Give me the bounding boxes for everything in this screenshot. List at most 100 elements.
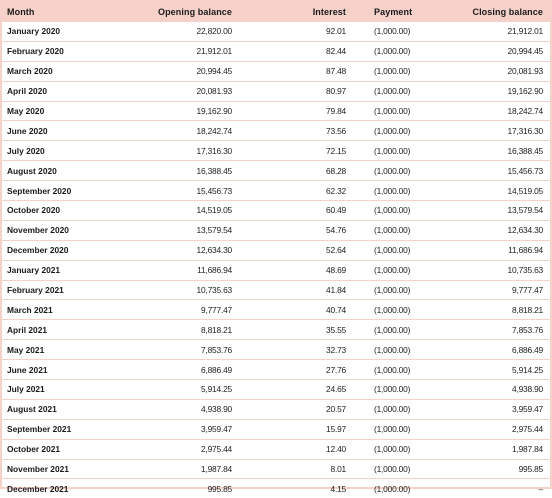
header-month: Month bbox=[2, 2, 114, 22]
cell-opening-balance: 16,388.45 bbox=[114, 160, 238, 182]
table-row: August 2021 4,938.90 20.57 (1,000.00) 3,959.… bbox=[2, 399, 550, 420]
cell-payment: (1,000.00) bbox=[352, 200, 444, 221]
cell-payment: (1,000.00) bbox=[352, 339, 444, 361]
cell-interest: 62.32 bbox=[238, 180, 352, 202]
cell-closing-balance: 12,634.30 bbox=[444, 220, 550, 241]
cell-closing-balance: 6,886.49 bbox=[444, 339, 550, 361]
cell-payment: (1,000.00) bbox=[352, 419, 444, 440]
cell-payment: (1,000.00) bbox=[352, 180, 444, 202]
table-row: April 2021 8,818.21 35.55 (1,000.00) 7,853.7… bbox=[2, 319, 550, 341]
header-opening-balance: Opening balance bbox=[114, 2, 238, 22]
cell-payment: (1,000.00) bbox=[352, 120, 444, 142]
table-row: October 2021 2,975.44 12.40 (1,000.00) 1,987… bbox=[2, 439, 550, 460]
header-interest: Interest bbox=[238, 2, 352, 22]
header-closing-balance: Closing balance bbox=[444, 2, 550, 22]
table-body: January 2020 22,820.00 92.01 (1,000.00) 21,9… bbox=[2, 22, 550, 498]
cell-month: June 2020 bbox=[2, 120, 114, 142]
cell-payment: (1,000.00) bbox=[352, 399, 444, 420]
cell-interest: 24.65 bbox=[238, 379, 352, 400]
table-row: April 2020 20,081.93 80.97 (1,000.00) 19,162… bbox=[2, 81, 550, 102]
cell-payment: (1,000.00) bbox=[352, 220, 444, 241]
table-row: September 2020 15,456.73 62.32 (1,000.00) 14… bbox=[2, 180, 550, 202]
cell-interest: 52.64 bbox=[238, 240, 352, 261]
cell-closing-balance: 3,959.47 bbox=[444, 399, 550, 420]
cell-month: January 2021 bbox=[2, 260, 114, 281]
table-row: October 2020 14,519.05 60.49 (1,000.00) 13,5… bbox=[2, 200, 550, 221]
cell-opening-balance: 21,912.01 bbox=[114, 41, 238, 62]
table-row: June 2021 6,886.49 27.76 (1,000.00) 5,914.25 bbox=[2, 359, 550, 381]
table-row: June 2020 18,242.74 73.56 (1,000.00) 17,316.… bbox=[2, 120, 550, 142]
cell-month: August 2021 bbox=[2, 399, 114, 420]
cell-payment: (1,000.00) bbox=[352, 61, 444, 82]
cell-closing-balance: 1,987.84 bbox=[444, 439, 550, 460]
cell-interest: 54.76 bbox=[238, 220, 352, 241]
cell-interest: 15.97 bbox=[238, 419, 352, 440]
cell-payment: (1,000.00) bbox=[352, 81, 444, 102]
cell-month: August 2020 bbox=[2, 160, 114, 182]
table-row: September 2021 3,959.47 15.97 (1,000.00) 2,9… bbox=[2, 419, 550, 440]
cell-payment: (1,000.00) bbox=[352, 260, 444, 281]
cell-opening-balance: 7,853.76 bbox=[114, 339, 238, 361]
cell-opening-balance: 8,818.21 bbox=[114, 319, 238, 341]
cell-interest: 92.01 bbox=[238, 22, 352, 42]
cell-closing-balance: 5,914.25 bbox=[444, 359, 550, 381]
cell-interest: 4.15 bbox=[330, 483, 346, 494]
cell-payment: (1,000.00) bbox=[352, 319, 444, 341]
cell-interest: 27.76 bbox=[238, 359, 352, 381]
table-row: January 2020 22,820.00 92.01 (1,000.00) 21,9… bbox=[2, 22, 550, 42]
cell-month: November 2021 bbox=[2, 459, 114, 480]
cell-interest: 12.40 bbox=[238, 439, 352, 460]
cell-payment: (1,000.00) bbox=[352, 41, 444, 62]
cell-payment: (1,000.00) bbox=[352, 379, 444, 400]
header-payment: Payment bbox=[352, 2, 444, 22]
table-row: July 2021 5,914.25 24.65 (1,000.00) 4,938.90 bbox=[2, 379, 550, 400]
cell-month: April 2020 bbox=[2, 81, 114, 102]
cell-month: November 2020 bbox=[2, 220, 114, 241]
cell-opening-balance: 3,959.47 bbox=[114, 419, 238, 440]
table-row: May 2020 19,162.90 79.84 (1,000.00) 18,242.7… bbox=[2, 101, 550, 122]
cell-interest: 41.84 bbox=[238, 280, 352, 301]
cell-opening-balance: 13,579.54 bbox=[114, 220, 238, 241]
cell-closing-balance: 10,735.63 bbox=[444, 260, 550, 281]
cell-closing-balance: 20,994.45 bbox=[444, 41, 550, 62]
cell-opening-balance: 14,519.05 bbox=[114, 200, 238, 221]
cell-closing-balance: – bbox=[538, 483, 544, 494]
cell-opening-balance: 11,686.94 bbox=[114, 260, 238, 281]
table-row: February 2021 10,735.63 41.84 (1,000.00) 9,7… bbox=[2, 280, 550, 301]
cell-month: September 2020 bbox=[2, 180, 114, 202]
cell-closing-balance: 19,162.90 bbox=[444, 81, 550, 102]
cell-closing-balance: 16,388.45 bbox=[444, 140, 550, 162]
table-row: November 2021 1,987.84 8.01 (1,000.00) 995.8… bbox=[2, 459, 550, 480]
cell-opening-balance: 6,886.49 bbox=[114, 359, 238, 381]
cell-month: September 2021 bbox=[2, 419, 114, 440]
cell-interest: 82.44 bbox=[238, 41, 352, 62]
cell-interest: 68.28 bbox=[238, 160, 352, 182]
cell-interest: 79.84 bbox=[238, 101, 352, 122]
cell-opening-balance: 995.85 bbox=[207, 483, 233, 494]
cell-month: February 2020 bbox=[2, 41, 114, 62]
cell-opening-balance: 4,938.90 bbox=[114, 399, 238, 420]
cell-closing-balance: 17,316.30 bbox=[444, 120, 550, 142]
cell-payment: (1,000.00) bbox=[352, 439, 444, 460]
cell-opening-balance: 18,242.74 bbox=[114, 120, 238, 142]
cell-closing-balance: 7,853.76 bbox=[444, 319, 550, 341]
cell-interest: 73.56 bbox=[238, 120, 352, 142]
table-row: May 2021 7,853.76 32.73 (1,000.00) 6,886.49 bbox=[2, 339, 550, 361]
cell-closing-balance: 18,242.74 bbox=[444, 101, 550, 122]
cell-opening-balance: 19,162.90 bbox=[114, 101, 238, 122]
cell-interest: 87.48 bbox=[238, 61, 352, 82]
cell-opening-balance: 2,975.44 bbox=[114, 439, 238, 460]
table-row: March 2020 20,994.45 87.48 (1,000.00) 20,081… bbox=[2, 61, 550, 82]
cell-interest: 20.57 bbox=[238, 399, 352, 420]
cell-month: January 2020 bbox=[2, 22, 114, 42]
cell-payment: (1,000.00) bbox=[352, 359, 444, 381]
table-row: November 2020 13,579.54 54.76 (1,000.00) 12,… bbox=[2, 220, 550, 241]
cell-month: March 2021 bbox=[2, 299, 114, 321]
cell-month: December 2020 bbox=[2, 240, 114, 261]
table-row: December 2021 995.85 4.15 (1,000.00) – bbox=[2, 479, 550, 498]
cell-month: May 2021 bbox=[2, 339, 114, 361]
cell-payment: (1,000.00) bbox=[352, 22, 444, 42]
cell-opening-balance: 20,081.93 bbox=[114, 81, 238, 102]
cell-payment: (1,000.00) bbox=[352, 240, 444, 261]
